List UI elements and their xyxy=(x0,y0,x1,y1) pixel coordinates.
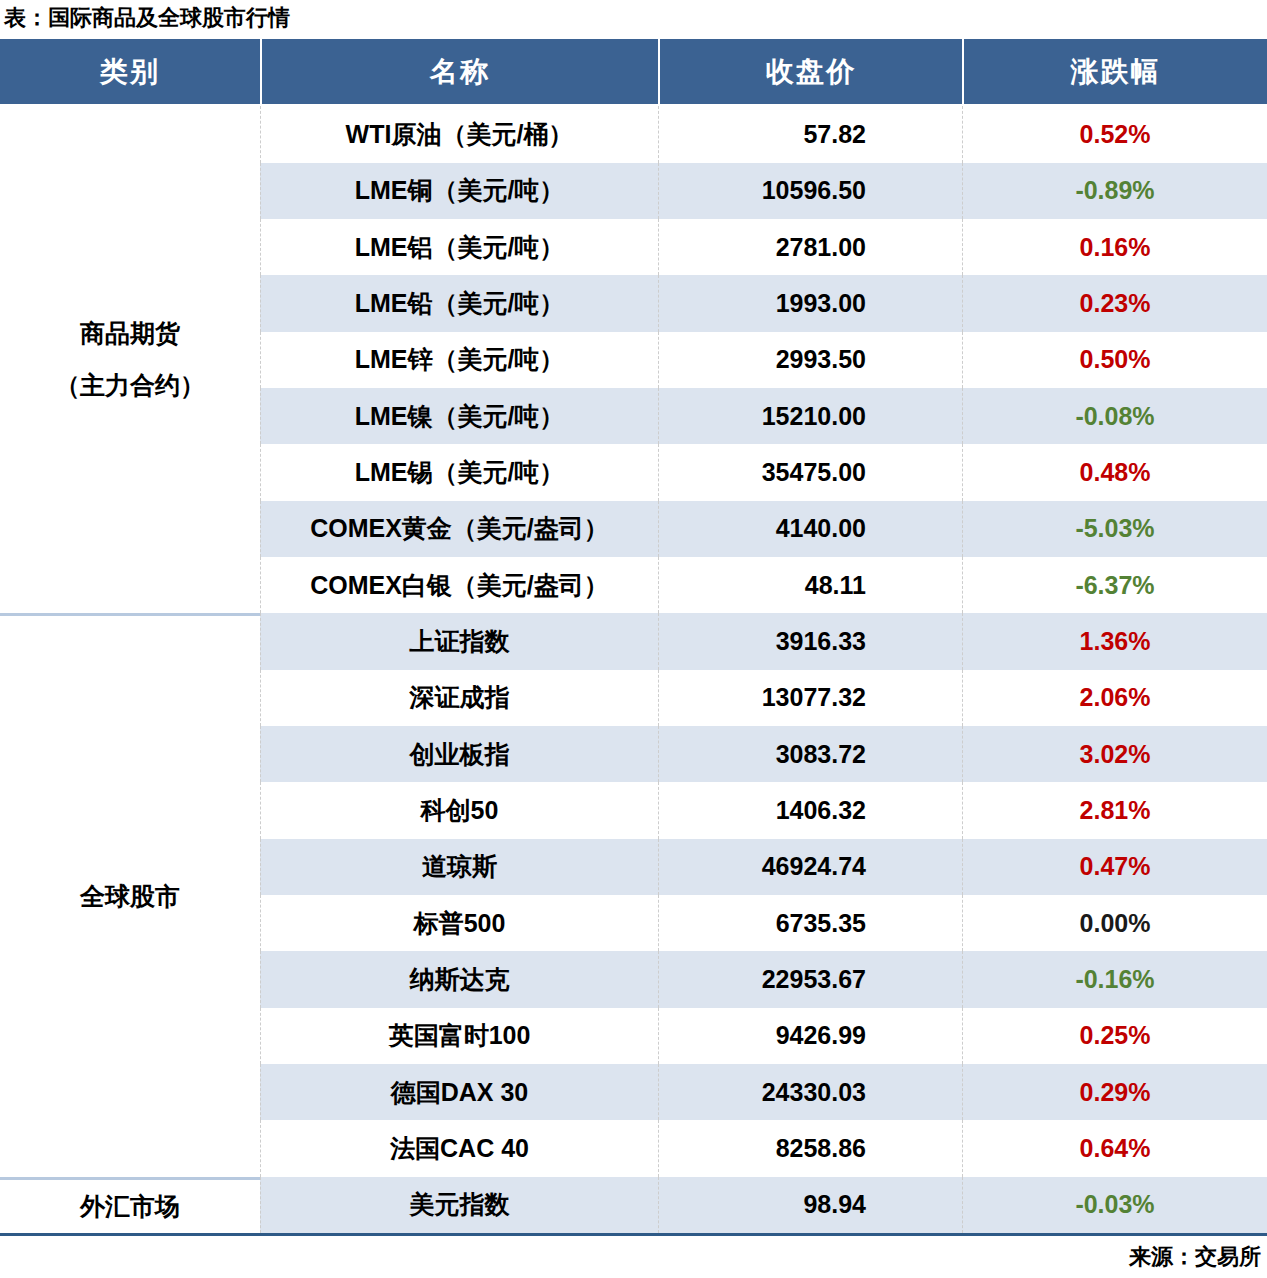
change-pct-cell: -0.08% xyxy=(962,388,1267,444)
change-pct-cell: 2.81% xyxy=(962,782,1267,838)
close-price-cell: 24330.03 xyxy=(658,1064,962,1120)
change-pct-cell: -0.89% xyxy=(962,163,1267,219)
close-price-cell: 1406.32 xyxy=(658,782,962,838)
table-body: 商品期货 （主力合约）WTI原油（美元/桶）57.820.52% LME铜（美元/… xyxy=(0,106,1267,1233)
market-table: 类别 名称 收盘价 涨跌幅 商品期货 （主力合约）WTI原油（美元/桶）57.8… xyxy=(0,39,1267,1236)
change-pct-cell: -0.03% xyxy=(962,1177,1267,1233)
instrument-name-cell: LME铅（美元/吨） xyxy=(260,275,658,331)
instrument-name-cell: 标普500 xyxy=(260,895,658,951)
instrument-name-cell: 创业板指 xyxy=(260,726,658,782)
close-price-cell: 13077.32 xyxy=(658,670,962,726)
close-price-cell: 4140.00 xyxy=(658,501,962,557)
close-price-cell: 46924.74 xyxy=(658,839,962,895)
change-pct-cell: -0.16% xyxy=(962,951,1267,1007)
change-pct-cell: 3.02% xyxy=(962,726,1267,782)
instrument-name-cell: LME锡（美元/吨） xyxy=(260,444,658,500)
source-note: 来源：交易所 xyxy=(0,1242,1267,1272)
instrument-name-cell: 德国DAX 30 xyxy=(260,1064,658,1120)
change-pct-cell: 0.00% xyxy=(962,895,1267,951)
header-change-pct: 涨跌幅 xyxy=(962,39,1267,104)
close-price-cell: 48.11 xyxy=(658,557,962,613)
change-pct-cell: 0.47% xyxy=(962,839,1267,895)
instrument-name-cell: LME铜（美元/吨） xyxy=(260,163,658,219)
change-pct-cell: 2.06% xyxy=(962,670,1267,726)
category-cell: 全球股市 xyxy=(0,613,260,1176)
category-cell: 外汇市场 xyxy=(0,1177,260,1233)
category-cell: 商品期货 （主力合约） xyxy=(0,106,260,613)
change-pct-cell: 0.23% xyxy=(962,275,1267,331)
table-header-row: 类别 名称 收盘价 涨跌幅 xyxy=(0,39,1267,106)
header-category: 类别 xyxy=(0,39,260,104)
table-title: 表：国际商品及全球股市行情 xyxy=(0,0,1267,39)
close-price-cell: 6735.35 xyxy=(658,895,962,951)
instrument-name-cell: 美元指数 xyxy=(260,1177,658,1233)
change-pct-cell: 0.64% xyxy=(962,1120,1267,1176)
change-pct-cell: 0.52% xyxy=(962,106,1267,162)
instrument-name-cell: LME镍（美元/吨） xyxy=(260,388,658,444)
change-pct-cell: 0.25% xyxy=(962,1008,1267,1064)
close-price-cell: 3916.33 xyxy=(658,613,962,669)
change-pct-cell: 0.48% xyxy=(962,444,1267,500)
change-pct-cell: -5.03% xyxy=(962,501,1267,557)
instrument-name-cell: COMEX黄金（美元/盎司） xyxy=(260,501,658,557)
close-price-cell: 10596.50 xyxy=(658,163,962,219)
change-pct-cell: -6.37% xyxy=(962,557,1267,613)
close-price-cell: 8258.86 xyxy=(658,1120,962,1176)
change-pct-cell: 0.29% xyxy=(962,1064,1267,1120)
instrument-name-cell: 纳斯达克 xyxy=(260,951,658,1007)
instrument-name-cell: LME铝（美元/吨） xyxy=(260,219,658,275)
close-price-cell: 2993.50 xyxy=(658,332,962,388)
instrument-name-cell: 上证指数 xyxy=(260,613,658,669)
close-price-cell: 98.94 xyxy=(658,1177,962,1233)
close-price-cell: 1993.00 xyxy=(658,275,962,331)
header-name: 名称 xyxy=(260,39,658,104)
instrument-name-cell: 道琼斯 xyxy=(260,839,658,895)
close-price-cell: 15210.00 xyxy=(658,388,962,444)
instrument-name-cell: COMEX白银（美元/盎司） xyxy=(260,557,658,613)
instrument-name-cell: LME锌（美元/吨） xyxy=(260,332,658,388)
instrument-name-cell: WTI原油（美元/桶） xyxy=(260,106,658,162)
change-pct-cell: 0.16% xyxy=(962,219,1267,275)
change-pct-cell: 1.36% xyxy=(962,613,1267,669)
close-price-cell: 57.82 xyxy=(658,106,962,162)
instrument-name-cell: 法国CAC 40 xyxy=(260,1120,658,1176)
header-close-price: 收盘价 xyxy=(658,39,962,104)
instrument-name-cell: 英国富时100 xyxy=(260,1008,658,1064)
close-price-cell: 22953.67 xyxy=(658,951,962,1007)
close-price-cell: 3083.72 xyxy=(658,726,962,782)
close-price-cell: 35475.00 xyxy=(658,444,962,500)
close-price-cell: 9426.99 xyxy=(658,1008,962,1064)
instrument-name-cell: 深证成指 xyxy=(260,670,658,726)
instrument-name-cell: 科创50 xyxy=(260,782,658,838)
change-pct-cell: 0.50% xyxy=(962,332,1267,388)
close-price-cell: 2781.00 xyxy=(658,219,962,275)
page: 表：国际商品及全球股市行情 类别 名称 收盘价 涨跌幅 商品期货 （主力合约）W… xyxy=(0,0,1267,1272)
